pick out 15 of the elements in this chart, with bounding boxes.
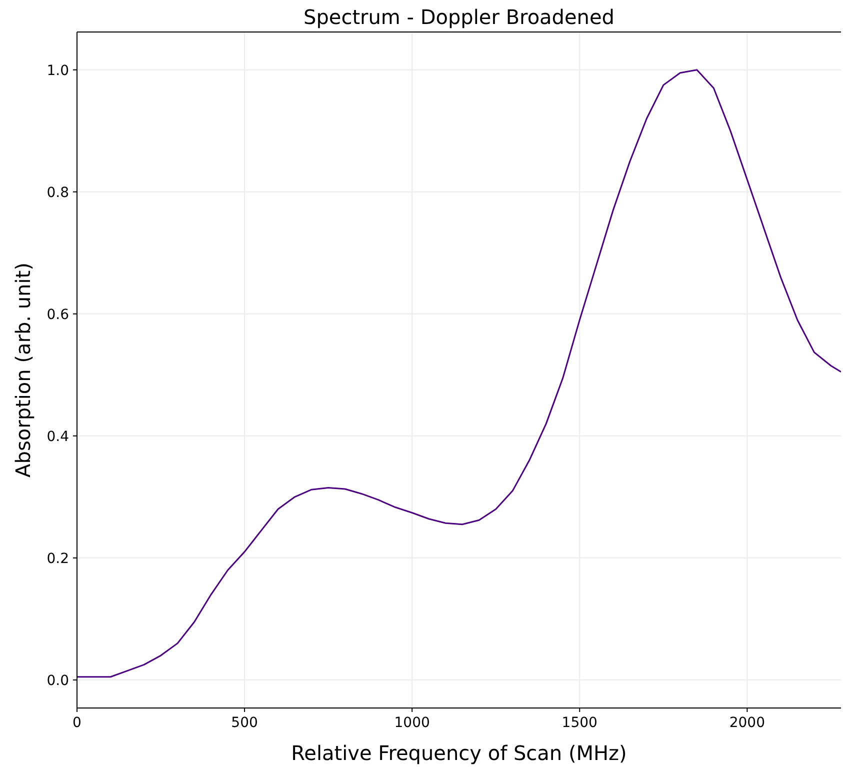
x-axis-title: Relative Frequency of Scan (MHz) xyxy=(291,741,627,765)
y-tick-label: 0.2 xyxy=(46,550,69,567)
y-tick-label: 1.0 xyxy=(46,62,69,79)
y-tick-label: 0.8 xyxy=(46,184,69,201)
x-tick-label: 0 xyxy=(72,715,82,731)
x-tick-label: 1500 xyxy=(562,715,598,731)
x-tick-label: 1000 xyxy=(394,715,430,731)
x-tick-label: 2000 xyxy=(729,715,765,731)
y-tick-label: 0.4 xyxy=(46,428,70,445)
y-axis-title: Absorption (arb. unit) xyxy=(11,262,35,478)
chart-title: Spectrum - Doppler Broadened xyxy=(304,5,614,29)
y-tick-label: 0.0 xyxy=(46,672,69,689)
x-tick-label: 500 xyxy=(231,715,258,731)
line-series xyxy=(77,69,841,678)
y-tick-label: 0.6 xyxy=(46,306,70,323)
